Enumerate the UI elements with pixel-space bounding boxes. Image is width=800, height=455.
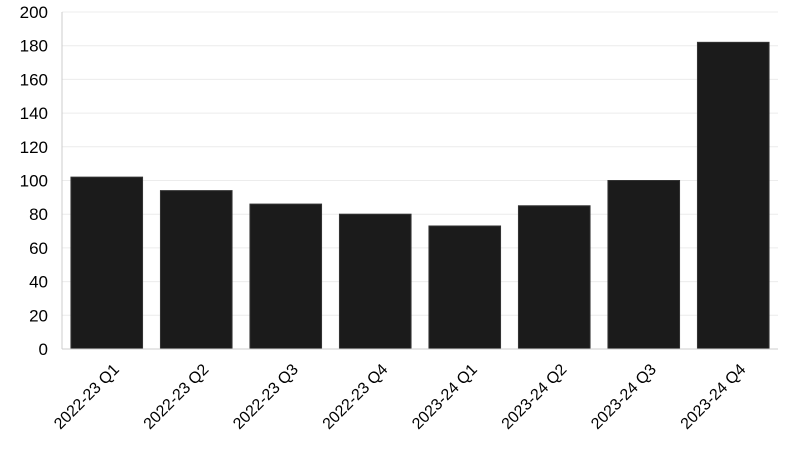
- bar: [428, 225, 502, 350]
- bar: [338, 213, 412, 350]
- y-tick-label: 160: [20, 70, 48, 89]
- y-tick-label: 140: [20, 104, 48, 123]
- y-tick-labels: 0 20 40 60 80 100 120 140 160 180 200: [20, 3, 48, 359]
- y-tick-label: 120: [20, 138, 48, 157]
- x-tick-label: 2023-24 Q4: [678, 361, 750, 433]
- x-tick-label: 2022-23 Q3: [230, 361, 302, 433]
- y-tick-label: 80: [29, 205, 48, 224]
- x-tick-label: 2023-24 Q1: [409, 361, 481, 433]
- x-tick-labels: 2022-23 Q1 2022-23 Q2 2022-23 Q3 2022-23 Q4…: [51, 361, 749, 433]
- bar: [70, 176, 144, 350]
- y-tick-label: 60: [29, 239, 48, 258]
- bars: [70, 41, 770, 350]
- bar: [607, 180, 681, 350]
- bar: [249, 203, 323, 350]
- y-tick-label: 100: [20, 172, 48, 191]
- y-tick-label: 180: [20, 37, 48, 56]
- bar: [517, 205, 591, 350]
- bar: [159, 190, 233, 350]
- y-tick-label: 40: [29, 273, 48, 292]
- x-tick-label: 2022-23 Q4: [320, 361, 392, 433]
- axes: [61, 12, 778, 350]
- x-tick-label: 2023-24 Q2: [499, 361, 571, 433]
- x-tick-label: 2022-23 Q1: [51, 361, 123, 433]
- bar: [696, 41, 770, 350]
- x-tick-label: 2022-23 Q2: [141, 361, 213, 433]
- y-tick-label: 0: [39, 340, 48, 359]
- y-tick-label: 200: [20, 3, 48, 22]
- y-tick-label: 20: [29, 306, 48, 325]
- x-tick-label: 2023-24 Q3: [588, 361, 660, 433]
